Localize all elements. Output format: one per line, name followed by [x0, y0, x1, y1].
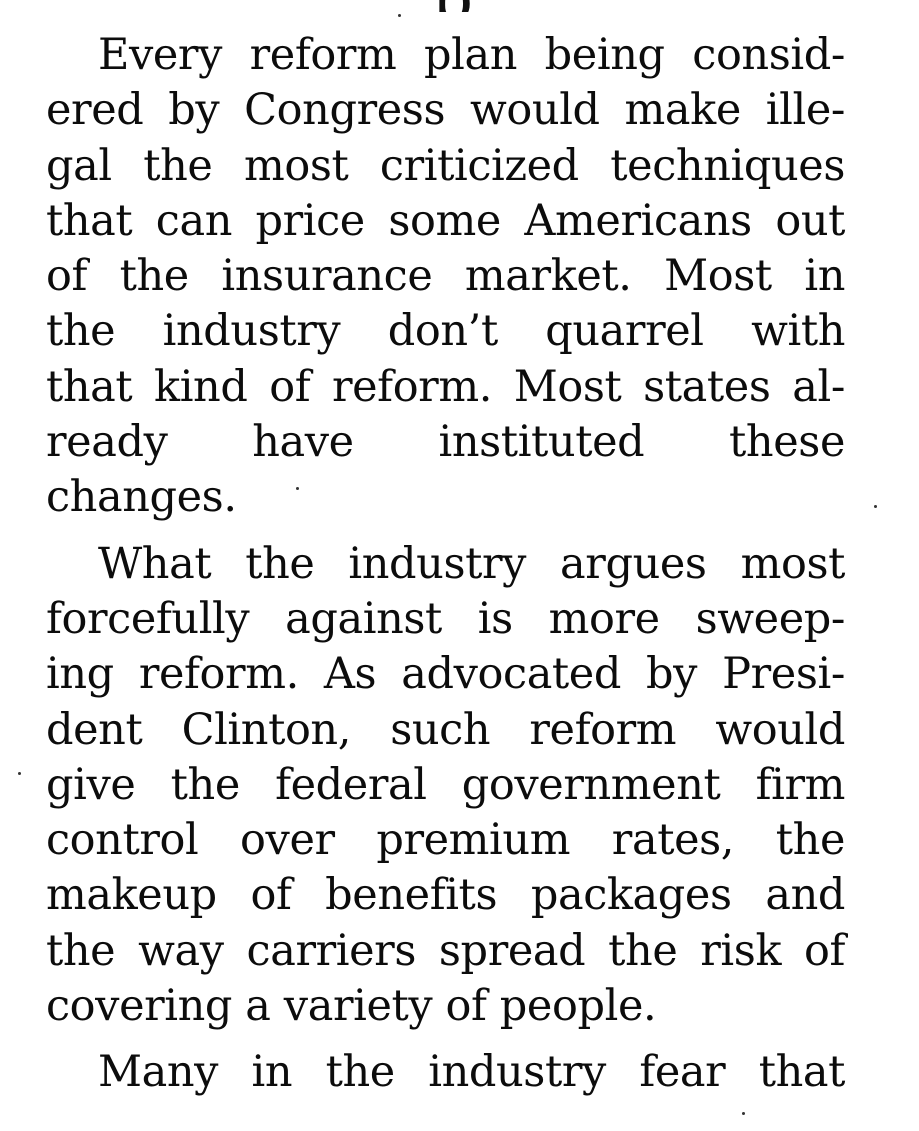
print-speck	[296, 487, 299, 490]
text-line: the industry don’t quarrel with	[46, 306, 845, 357]
paragraph-3: Many in the industry fear that	[46, 1045, 845, 1100]
text-line: dent Clinton, such reform would	[46, 704, 845, 755]
print-speck	[742, 1112, 745, 1115]
text-line: covering a variety of people.	[46, 981, 657, 1032]
headline-descender: p	[432, 0, 473, 12]
paragraph-1: Every reform plan being consid- ered by …	[46, 28, 845, 526]
text-line: Every reform plan being consid-	[98, 30, 845, 80]
article-column: Every reform plan being consid- ered by …	[46, 28, 845, 1112]
text-line: that can price some Americans out	[46, 195, 845, 246]
print-speck	[18, 772, 21, 775]
print-speck	[398, 14, 401, 17]
print-speck	[874, 505, 877, 508]
text-line: Many in the industry fear that	[98, 1047, 845, 1098]
paragraph-2: What the industry argues most forcefully…	[46, 537, 845, 1035]
text-line: ered by Congress would make ille-	[46, 85, 845, 136]
text-line: of the insurance market. Most in	[46, 251, 845, 302]
text-line: give the federal government firm	[46, 759, 845, 810]
text-line: What the industry argues most	[98, 538, 845, 589]
cropped-headline-fragment: p	[0, 0, 919, 12]
text-line: ing reform. As advocated by Presi-	[46, 649, 845, 700]
text-line: gal the most criticized techniques	[46, 140, 845, 191]
text-line: ready have instituted these	[46, 417, 845, 468]
text-line: control over premium rates, the	[46, 815, 845, 866]
text-line: the way carriers spread the risk of	[46, 925, 845, 976]
text-line: forcefully against is more sweep-	[46, 593, 845, 644]
text-line: changes.	[46, 472, 237, 523]
text-line: makeup of benefits packages and	[46, 870, 845, 921]
text-line: that kind of reform. Most states al-	[46, 361, 845, 412]
